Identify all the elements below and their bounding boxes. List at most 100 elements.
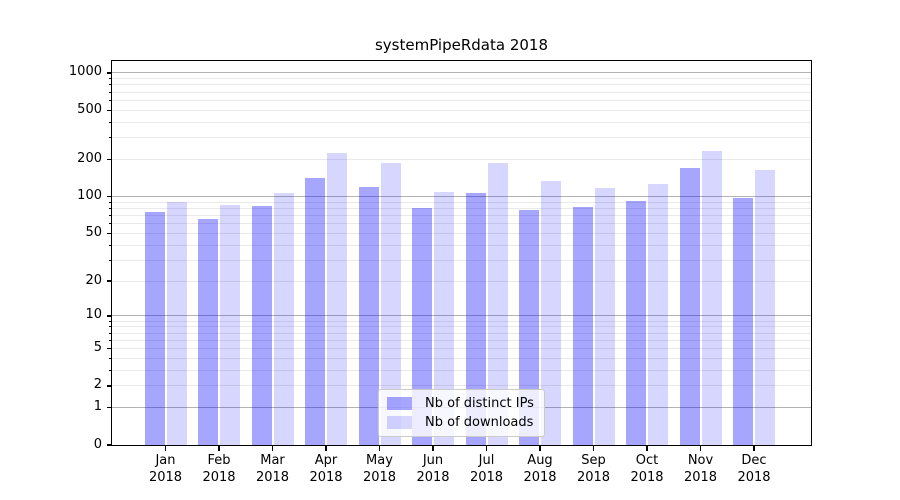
y-minor-tick-400	[108, 121, 111, 123]
x-tick-jun	[432, 446, 434, 451]
y-minor-tick-300	[108, 137, 111, 139]
minor-gridline-900	[112, 78, 811, 80]
minor-gridline-300	[112, 137, 811, 139]
minor-gridline-60	[112, 223, 811, 225]
x-tick-label-jan: Jan 2018	[136, 452, 196, 486]
y-tick-20	[106, 280, 111, 282]
y-tick-10	[106, 315, 111, 317]
x-tick-month: Sep	[581, 453, 606, 468]
x-tick-year: 2018	[309, 470, 343, 485]
x-tick-year: 2018	[362, 470, 397, 485]
x-tick-year: 2018	[255, 470, 290, 485]
y-tick-label-10: 10	[85, 307, 102, 323]
legend-swatch-distinct-ips	[387, 397, 412, 410]
minor-gridline-200	[112, 158, 811, 160]
x-tick-month: Jan	[155, 453, 176, 468]
x-tick-oct	[646, 446, 648, 451]
bar-mar-distinct-ips	[251, 206, 272, 445]
minor-gridline-90	[112, 201, 811, 203]
y-minor-tick-70	[108, 214, 111, 216]
legend-label-distinct-ips: Nb of distinct IPs	[425, 396, 534, 411]
y-tick-500	[106, 109, 111, 111]
y-tick-1000	[106, 72, 111, 74]
minor-gridline-3	[112, 369, 811, 371]
x-tick-label-oct: Oct 2018	[617, 452, 677, 486]
x-tick-apr	[325, 446, 327, 451]
bar-jun-downloads	[434, 192, 454, 445]
bar-dec-downloads	[755, 170, 775, 445]
y-minor-tick-700	[108, 91, 111, 93]
x-tick-month: Jul	[478, 453, 495, 468]
bar-sep-downloads	[594, 187, 615, 445]
minor-gridline-400	[112, 121, 811, 123]
x-tick-label-feb: Feb 2018	[189, 452, 249, 486]
x-tick-feb	[218, 446, 220, 451]
y-tick-2	[106, 385, 111, 387]
minor-gridline-9	[112, 320, 811, 322]
gridline-1000	[112, 72, 811, 74]
legend-label-downloads: Nb of downloads	[425, 415, 534, 430]
minor-gridline-20	[112, 280, 811, 282]
bar-may-downloads	[380, 163, 401, 445]
y-minor-tick-4	[108, 357, 111, 359]
y-tick-5	[106, 347, 111, 350]
y-tick-label-0: 0	[93, 436, 102, 452]
y-tick-label-200: 200	[77, 150, 102, 166]
y-minor-tick-9	[108, 320, 111, 322]
x-tick-nov	[699, 446, 702, 451]
bar-nov-distinct-ips	[679, 168, 700, 445]
x-tick-month: Feb	[207, 453, 231, 468]
y-tick-200	[106, 158, 111, 161]
x-tick-month: Apr	[314, 453, 338, 468]
bar-apr-downloads	[327, 153, 347, 445]
bar-dec-distinct-ips	[733, 198, 753, 445]
minor-gridline-6	[112, 339, 811, 341]
bar-nov-downloads	[701, 150, 722, 445]
y-minor-tick-30	[108, 259, 111, 261]
x-tick-label-nov: Nov 2018	[671, 452, 731, 486]
bar-apr-distinct-ips	[305, 178, 325, 445]
legend-item-downloads: Nb of downloads	[387, 415, 536, 430]
x-tick-month: Dec	[741, 453, 767, 468]
minor-gridline-2	[112, 385, 811, 387]
x-tick-year: 2018	[469, 470, 504, 485]
y-minor-tick-600	[108, 99, 111, 101]
x-tick-year: 2018	[576, 470, 611, 485]
bar-jan-downloads	[166, 202, 187, 445]
y-tick-label-100: 100	[77, 187, 102, 203]
bar-may-distinct-ips	[358, 187, 379, 445]
x-tick-label-apr: Apr 2018	[296, 452, 356, 486]
x-tick-jan	[164, 446, 167, 451]
bar-sep-distinct-ips	[572, 207, 593, 445]
y-minor-tick-80	[108, 207, 111, 209]
x-tick-month: May	[366, 453, 393, 468]
y-tick-label-500: 500	[77, 101, 102, 117]
x-tick-label-jun: Jun 2018	[403, 452, 463, 486]
minor-gridline-500	[112, 109, 811, 111]
y-tick-label-5: 5	[93, 340, 102, 355]
x-tick-month: Aug	[527, 453, 553, 468]
x-tick-year: 2018	[737, 470, 771, 485]
x-tick-year: 2018	[683, 470, 718, 485]
bar-jun-distinct-ips	[412, 208, 432, 445]
x-tick-year: 2018	[416, 470, 450, 485]
y-minor-tick-40	[108, 244, 111, 246]
y-tick-100	[106, 195, 111, 198]
x-tick-label-may: May 2018	[350, 452, 410, 486]
x-tick-label-sep: Sep 2018	[564, 452, 624, 486]
bar-mar-downloads	[273, 192, 294, 445]
legend-swatch-downloads	[387, 416, 412, 429]
y-minor-tick-60	[108, 223, 111, 225]
y-tick-50	[106, 232, 111, 234]
y-tick-label-1: 1	[93, 399, 102, 415]
legend: Nb of distinct IPs Nb of downloads	[378, 389, 545, 437]
y-minor-tick-6	[108, 339, 111, 341]
minor-gridline-70	[112, 214, 811, 216]
x-tick-year: 2018	[148, 470, 183, 485]
minor-gridline-5	[112, 348, 811, 349]
bar-feb-downloads	[220, 205, 240, 445]
minor-gridline-7	[112, 332, 811, 334]
minor-gridline-800	[112, 84, 811, 86]
y-minor-tick-90	[108, 201, 111, 203]
